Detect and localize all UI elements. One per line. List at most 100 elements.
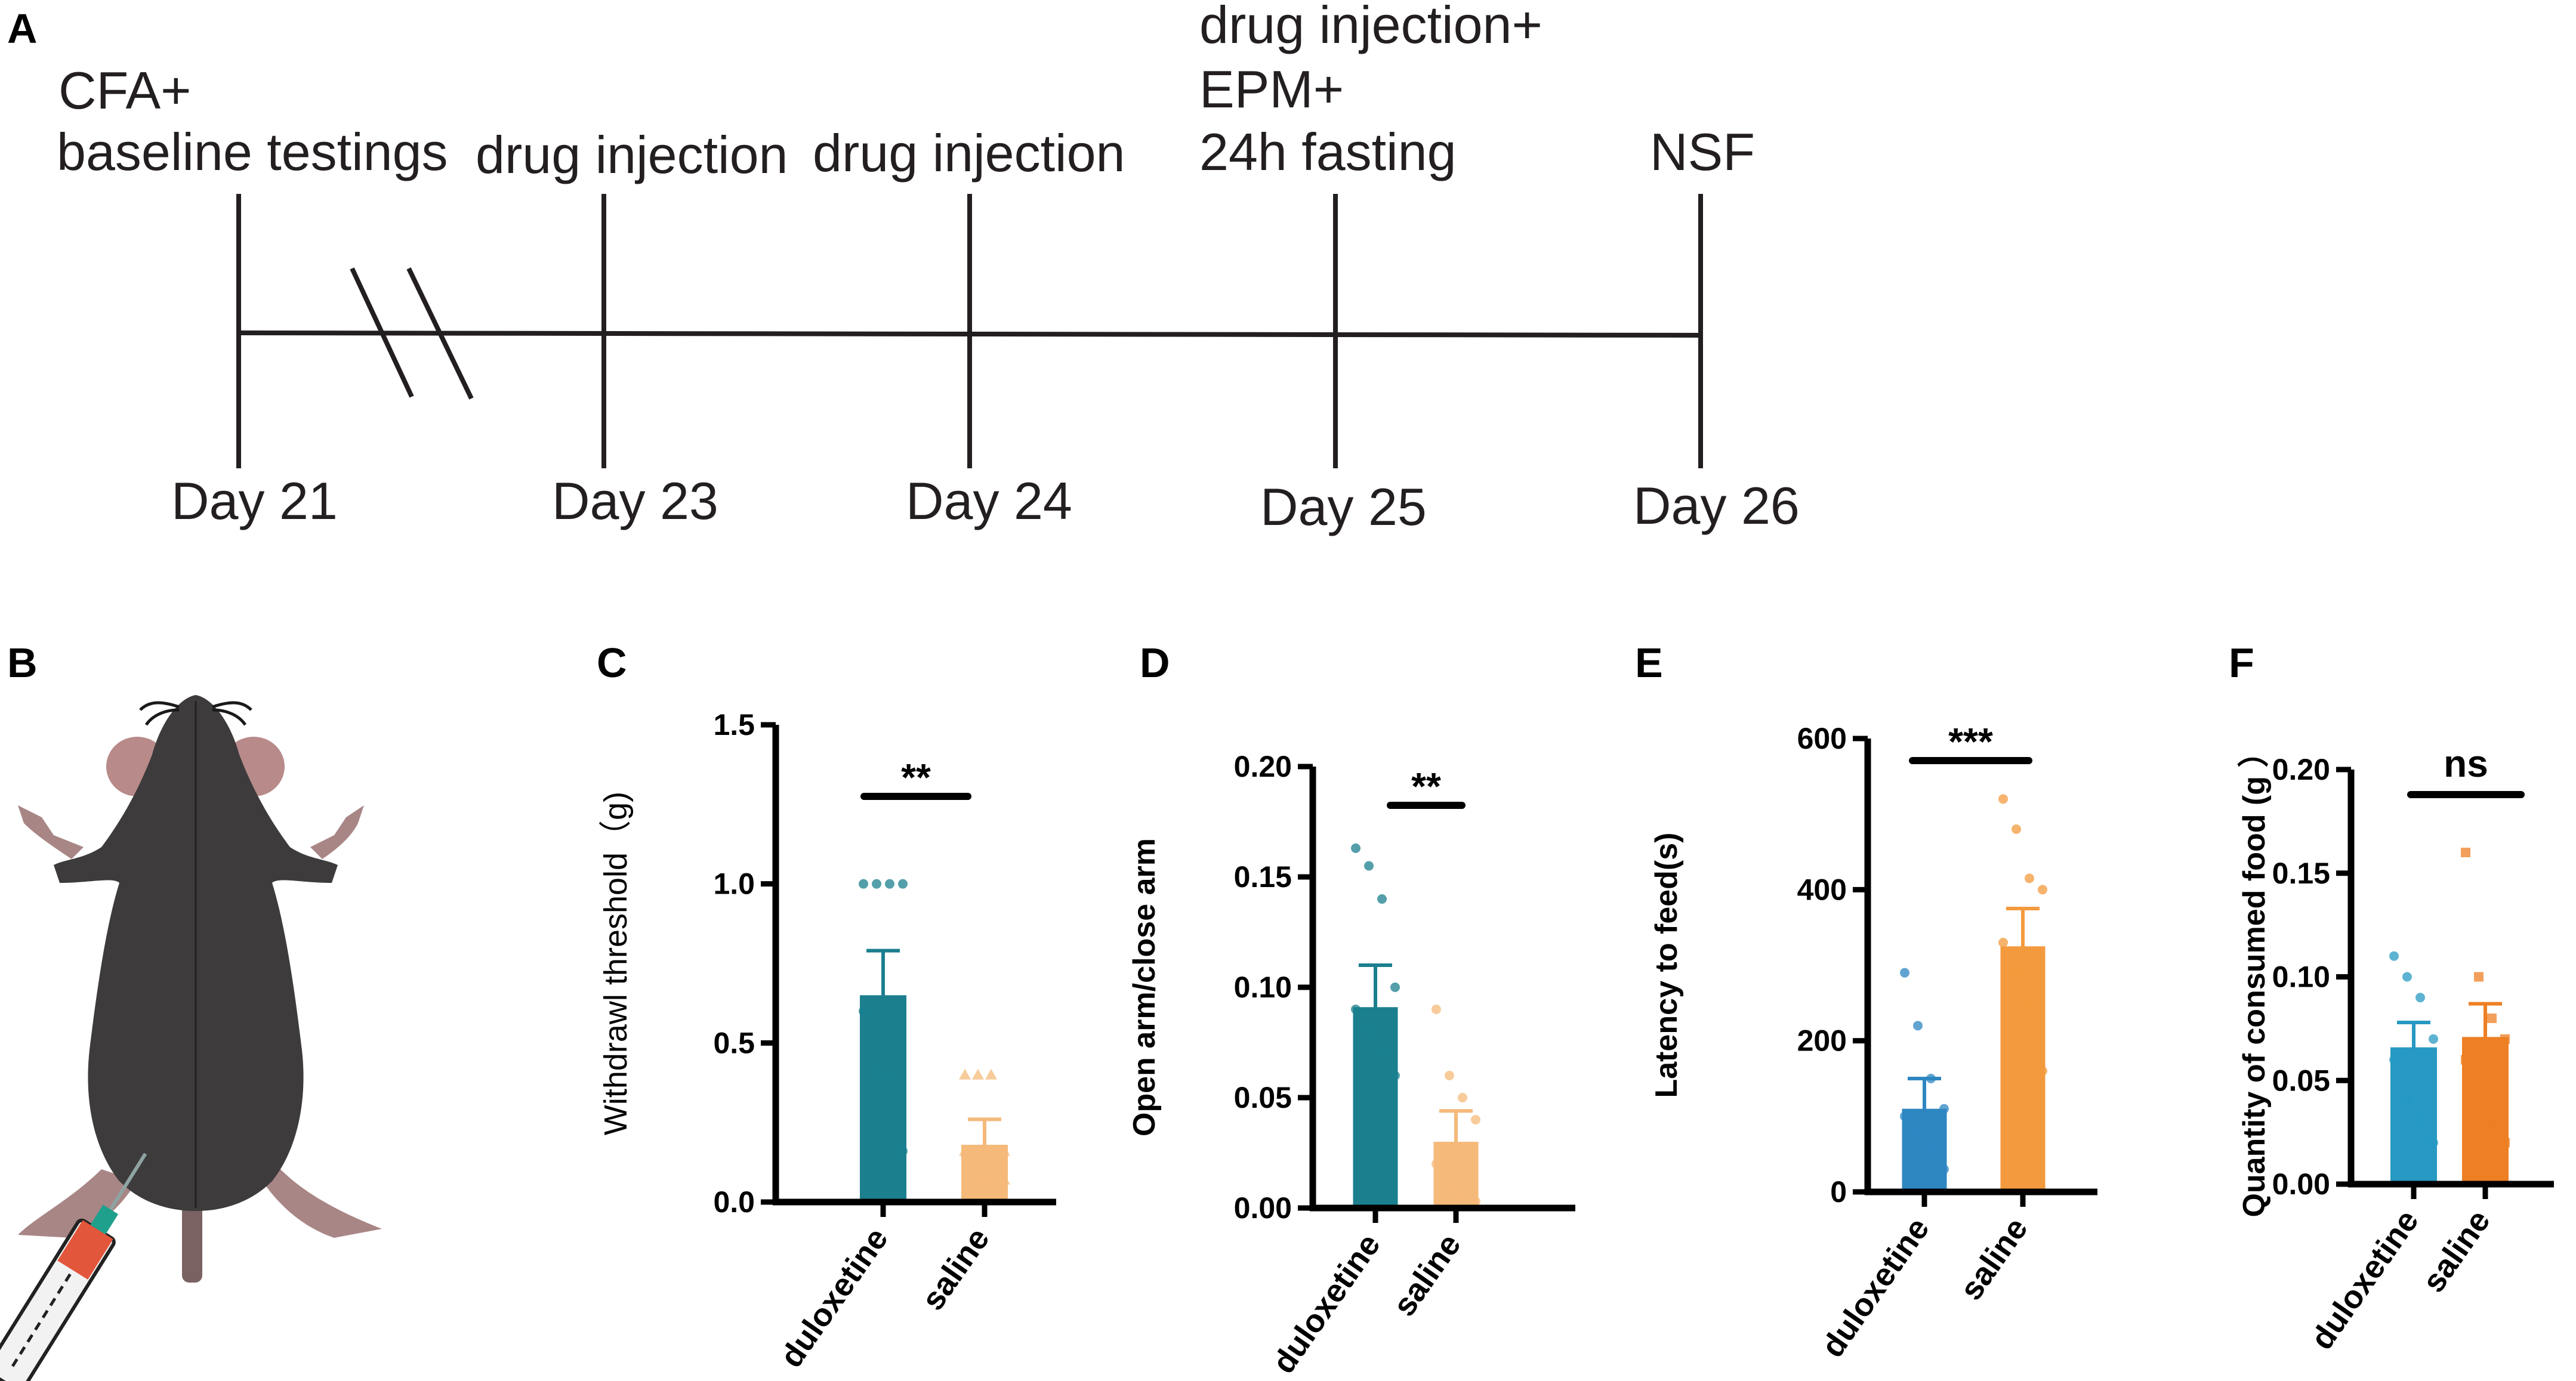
- y-axis-label: Withdrawl threshold（g): [598, 792, 634, 1135]
- panel-letter-a: A: [7, 5, 38, 52]
- data-point: [1445, 1181, 1454, 1191]
- data-point: [2025, 998, 2034, 1008]
- day-25-label: Day 25: [1260, 477, 1427, 536]
- data-point: [2461, 1055, 2470, 1065]
- data-point: [2500, 1034, 2510, 1044]
- data-point: [2025, 873, 2034, 883]
- data-point: [972, 1068, 984, 1080]
- data-point: [2429, 1034, 2438, 1044]
- y-tick-label: 0.05: [1234, 1081, 1292, 1114]
- chart-c: 0.0 0.5 1.0 1.5 duloxetine saline Withdrawl th…: [598, 708, 1056, 1374]
- error-bar-f-duloxetine: [2397, 1020, 2430, 1073]
- data-point: [2389, 1055, 2399, 1065]
- data-point: [959, 1145, 971, 1156]
- data-point: [1913, 1021, 1923, 1031]
- chart-e: 0 200 400 600 duloxetine saline Latency to fee…: [1649, 720, 2097, 1364]
- data-point: [859, 879, 868, 889]
- data-point: [1377, 1049, 1387, 1058]
- data-point: [1926, 1074, 1936, 1083]
- significance-label: **: [901, 756, 931, 799]
- error-bar-c-saline: [968, 1117, 1001, 1170]
- day-23-label: Day 23: [552, 471, 718, 530]
- category-label-saline: saline: [1953, 1211, 2035, 1306]
- data-point: [1458, 1093, 1467, 1102]
- category-label-saline: saline: [2415, 1203, 2497, 1299]
- category-label-saline: saline: [915, 1221, 997, 1317]
- data-point: [1445, 1071, 1454, 1080]
- timeline-axis: [236, 194, 1703, 468]
- event-1-line-1: CFA+: [58, 61, 192, 120]
- data-point: [1900, 1111, 1909, 1122]
- y-axis-label: Quantity of consumed food (g ）: [2237, 737, 2272, 1218]
- data-point: [1364, 1027, 1374, 1036]
- y-tick-label: 0.10: [1234, 971, 1292, 1004]
- data-point: [2474, 972, 2484, 982]
- mouse-left-hind-foot: [18, 1169, 137, 1238]
- day-21-label: Day 21: [171, 471, 338, 530]
- data-point: [2461, 848, 2470, 857]
- y-tick-label: 0: [1830, 1175, 1847, 1209]
- data-point: [1939, 1104, 1949, 1114]
- data-point: [1432, 1159, 1441, 1169]
- y-tick-label: 0.00: [2272, 1167, 2330, 1201]
- error-bar-e-saline: [2006, 907, 2040, 984]
- y-tick-label: 0.0: [713, 1185, 755, 1219]
- panel-letter-d: D: [1140, 639, 1170, 686]
- category-label-duloxetine: duloxetine: [1266, 1227, 1387, 1380]
- data-point: [2429, 1138, 2438, 1148]
- y-axis-label: Latency to feed(s): [1649, 833, 1684, 1098]
- data-point: [998, 1145, 1010, 1156]
- significance-label: ***: [1948, 720, 1993, 763]
- data-point: [2402, 972, 2412, 982]
- data-point: [1471, 1196, 1480, 1206]
- event-5-label: NSF: [1650, 122, 1755, 181]
- data-point: [985, 1068, 997, 1080]
- data-point: [2415, 993, 2425, 1003]
- panel-a: A CFA+ baseline testings drug injection …: [7, 0, 1800, 536]
- y-tick-label: 0.20: [1234, 750, 1292, 783]
- y-tick-label: 0.20: [2272, 753, 2330, 786]
- y-tick-label: 200: [1797, 1024, 1847, 1058]
- data-point: [859, 1006, 868, 1016]
- data-point: [1364, 861, 1374, 871]
- category-label-duloxetine: duloxetine: [1815, 1211, 1936, 1364]
- y-tick-label: 600: [1797, 722, 1847, 755]
- data-point: [1390, 1071, 1400, 1080]
- data-point: [2487, 1117, 2497, 1127]
- data-point: [998, 1173, 1010, 1185]
- error-bar-d-saline: [1439, 1109, 1473, 1173]
- data-point: [1390, 983, 1400, 992]
- y-axis-label: Open arm/close arm: [1127, 838, 1162, 1136]
- error-bar-c-duloxetine: [866, 949, 900, 1040]
- timeline-break-1: [350, 267, 414, 398]
- y-tick-label: 1.5: [713, 708, 755, 742]
- axes-e: [1864, 739, 2097, 1195]
- data-point: [1998, 938, 2008, 947]
- data-point: [2012, 968, 2021, 978]
- mouse-illustration: [0, 695, 382, 1381]
- panel-e: E 0 200 400 600 duloxetine saline Latency to f…: [1635, 639, 2097, 1364]
- data-point: [898, 879, 908, 889]
- data-point: [1913, 1130, 1923, 1140]
- data-point: [1351, 1005, 1361, 1014]
- event-4-line-3: 24h fasting: [1199, 122, 1457, 181]
- event-4-line-2: EPM+: [1199, 60, 1344, 119]
- panel-letter-e: E: [1635, 639, 1663, 686]
- day-26-label: Day 26: [1633, 476, 1800, 535]
- axes-f: [2347, 770, 2554, 1188]
- timeline-break-2: [406, 267, 474, 400]
- data-point: [959, 1068, 971, 1080]
- y-tick-label: 0.15: [2272, 857, 2330, 890]
- data-point: [2415, 1117, 2425, 1127]
- data-point: [872, 879, 881, 889]
- bar-e-saline: [2000, 946, 2046, 1192]
- event-2-label: drug injection: [476, 125, 788, 184]
- data-point: [2402, 1096, 2412, 1106]
- y-tick-label: 0.5: [713, 1026, 755, 1059]
- event-1-line-2: baseline testings: [57, 122, 448, 181]
